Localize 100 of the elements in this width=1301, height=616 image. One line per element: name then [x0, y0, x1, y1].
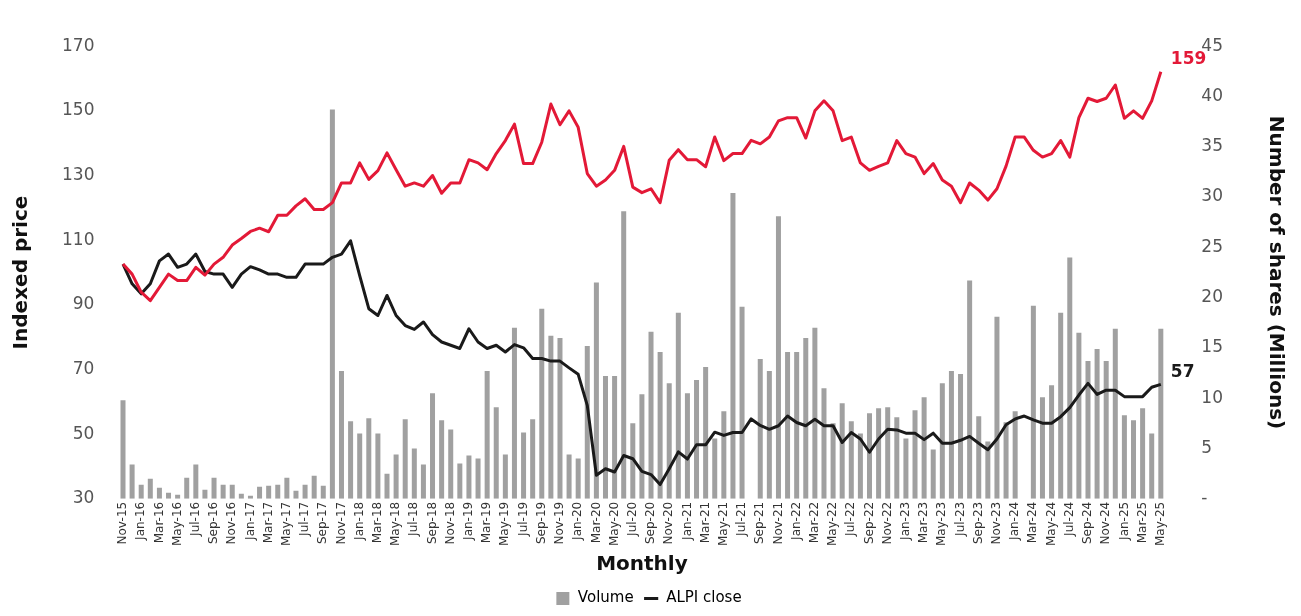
bar: [1067, 257, 1073, 499]
bar: [257, 486, 263, 499]
bar: [302, 484, 308, 499]
bar: [1158, 328, 1164, 499]
y2-tick-label: 20: [1201, 286, 1224, 307]
x-tick-label: Jul-20: [624, 501, 639, 537]
bar: [357, 433, 363, 499]
y-tick-label: 50: [72, 422, 95, 443]
bar: [930, 449, 936, 499]
bar: [338, 371, 344, 499]
bar: [948, 371, 954, 499]
bar: [985, 441, 991, 499]
y-tick-label: 170: [61, 34, 95, 55]
bar: [921, 397, 927, 499]
bar: [885, 407, 891, 499]
bar: [967, 280, 973, 499]
bar: [1085, 361, 1091, 499]
x-tick-label: Mar-24: [1025, 501, 1040, 544]
bar: [548, 335, 554, 499]
bar: [184, 477, 190, 499]
bar: [420, 464, 426, 499]
x-tick-label: Nov-18: [442, 501, 457, 545]
bar: [384, 473, 390, 499]
x-tick-label: Mar-25: [1134, 501, 1149, 544]
x-tick-label: Jan-25: [1116, 501, 1131, 541]
y-tick-label: 30: [72, 487, 95, 508]
x-tick-label: Mar-20: [588, 501, 603, 544]
bar: [785, 351, 791, 499]
x-tick-label: Jan-21: [679, 501, 694, 541]
x-tick-label: Jul-24: [1061, 501, 1076, 537]
y-tick-label: 150: [61, 99, 95, 120]
bar: [1131, 420, 1137, 499]
bar: [475, 458, 481, 499]
y2-tick-label: 10: [1201, 386, 1224, 407]
x-tick-label: May-16: [169, 501, 184, 547]
x-tick-label: Sep-22: [861, 501, 876, 545]
bar: [730, 193, 736, 499]
x-tick-label: Sep-23: [970, 501, 985, 545]
x-tick-label: May-19: [497, 501, 512, 547]
bar: [1039, 397, 1045, 499]
bar: [375, 433, 381, 499]
x-tick-label: May-25: [1152, 501, 1167, 547]
bar: [502, 454, 508, 499]
bar: [657, 351, 663, 499]
x-tick-label: May-23: [934, 501, 949, 547]
x-tick-label: Nov-17: [333, 501, 348, 545]
bar: [129, 464, 135, 499]
x-tick-label: Sep-21: [752, 501, 767, 545]
bar: [448, 429, 454, 499]
x-tick-label: Sep-16: [206, 501, 221, 545]
bar: [521, 432, 527, 499]
bar: [402, 419, 408, 499]
x-tick-label: Jul-17: [297, 501, 312, 537]
bar: [602, 376, 608, 499]
y-tick-label: 70: [72, 357, 95, 378]
y2-tick-label: 25: [1201, 235, 1224, 256]
bar: [684, 393, 690, 499]
x-tick-label: Jul-19: [515, 501, 530, 537]
annotation: 159: [1170, 48, 1207, 69]
x-tick-label: Mar-16: [151, 501, 166, 544]
x-tick-label: Mar-23: [916, 501, 931, 544]
bar: [320, 485, 326, 499]
x-tick-label: May-24: [1043, 501, 1058, 547]
x-tick-label: Jan-24: [1007, 501, 1022, 541]
bar: [1030, 305, 1036, 499]
y-tick-label: 130: [61, 163, 95, 184]
x-tick-label: May-22: [825, 501, 840, 547]
y2-tick-label: 15: [1201, 336, 1224, 357]
x-tick-label: Sep-20: [643, 501, 658, 545]
x-tick-label: Nov-19: [552, 501, 567, 545]
x-tick-label: Nov-20: [661, 501, 676, 545]
bar: [1103, 361, 1109, 499]
y-tick-label: 90: [72, 293, 95, 314]
x-tick-label: Nov-16: [224, 501, 239, 545]
bar: [530, 419, 536, 499]
x-axis-title: Monthly: [596, 551, 688, 576]
annotation: 57: [1170, 360, 1195, 381]
bar: [539, 308, 545, 499]
bar: [639, 394, 645, 499]
bar: [220, 484, 226, 499]
x-tick-label: Nov-21: [770, 501, 785, 545]
bar: [1112, 328, 1118, 499]
bar: [712, 438, 718, 499]
bar: [821, 388, 827, 499]
x-tick-label: Nov-23: [989, 501, 1004, 545]
bar: [903, 438, 909, 499]
bar: [266, 485, 272, 499]
bar: [958, 374, 964, 499]
bar: [976, 416, 982, 499]
bar: [457, 463, 463, 499]
y2-tick-label: 30: [1201, 185, 1224, 206]
x-tick-label: Jan-20: [570, 501, 585, 541]
bar: [1076, 332, 1082, 499]
bar: [1058, 312, 1064, 499]
bar: [1121, 415, 1127, 499]
bar: [275, 484, 281, 499]
bar: [757, 359, 763, 499]
x-tick-label: May-17: [278, 501, 293, 547]
bar: [439, 420, 445, 499]
bar: [511, 327, 517, 499]
